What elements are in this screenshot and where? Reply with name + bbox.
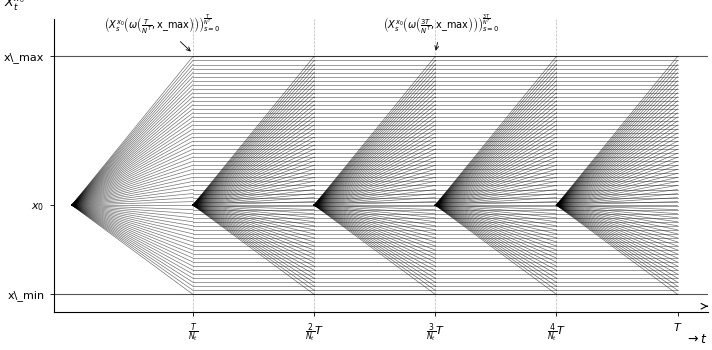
Text: $\left(X_s^{x_0}\left(\omega\left(\frac{T}{N^T}, \mathrm{x\_max}\right)\right)\r: $\left(X_s^{x_0}\left(\omega\left(\frac{… [104,13,221,51]
Text: $\left(X_s^{x_0}\left(\omega\left(\frac{3T}{N^T}, \mathrm{x\_max}\right)\right)\: $\left(X_s^{x_0}\left(\omega\left(\frac{… [383,13,500,50]
Y-axis label: $X_t^{x_0}$: $X_t^{x_0}$ [4,0,25,13]
X-axis label: $\rightarrow t$: $\rightarrow t$ [685,333,708,346]
